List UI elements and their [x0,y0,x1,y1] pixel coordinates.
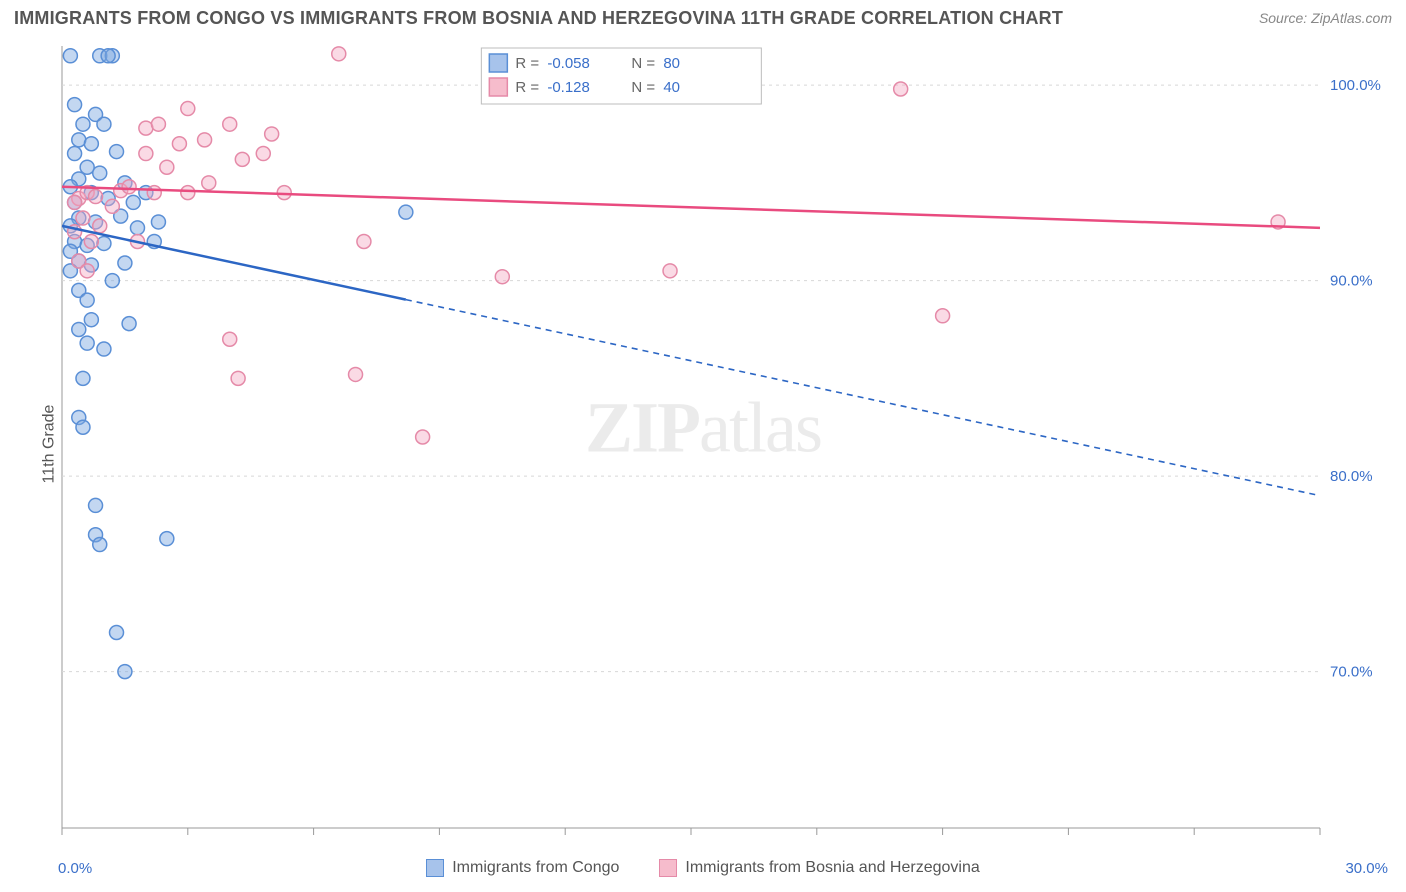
chart-header: IMMIGRANTS FROM CONGO VS IMMIGRANTS FROM… [14,8,1392,36]
data-point [130,221,144,235]
data-point [80,293,94,307]
data-point [72,322,86,336]
data-point [93,219,107,233]
data-point [76,211,90,225]
data-point [256,147,270,161]
data-point [332,47,346,61]
bottom-legend: Immigrants from Congo Immigrants from Bos… [426,859,980,877]
data-point [172,137,186,151]
data-point [97,342,111,356]
data-point [84,235,98,249]
data-point [84,137,98,151]
legend-label: Immigrants from Bosnia and Herzegovina [685,859,979,877]
svg-text:R =: R = [515,55,539,72]
trend-line-solid [62,226,406,300]
scatter-plot: 70.0% 80.0% 90.0% 100.0% R = -0.058 N = 80 R =… [54,40,1392,848]
data-point [122,317,136,331]
data-point [160,160,174,174]
data-point [105,274,119,288]
data-point [399,205,413,219]
data-point [63,49,77,63]
data-point [118,256,132,270]
data-point [181,186,195,200]
source-label: Source: ZipAtlas.com [1259,10,1392,26]
data-point [110,145,124,159]
data-point [151,215,165,229]
y-tick-label: 90.0% [1330,273,1373,290]
data-point [76,420,90,434]
svg-text:-0.128: -0.128 [547,79,590,96]
svg-text:R =: R = [515,79,539,96]
data-point [118,665,132,679]
legend-swatch [489,78,507,96]
data-point [936,309,950,323]
data-point [231,371,245,385]
data-point [495,270,509,284]
data-point [223,332,237,346]
x-axis-min: 0.0% [58,860,92,877]
data-point [110,626,124,640]
data-point [223,117,237,131]
legend-label: Immigrants from Congo [452,859,619,877]
svg-text:N =: N = [631,79,655,96]
data-point [97,117,111,131]
trend-line-solid [62,187,1320,228]
trend-line-dashed [406,300,1320,496]
legend-swatch [426,859,444,877]
data-point [97,236,111,250]
y-tick-label: 70.0% [1330,664,1373,681]
data-point [89,498,103,512]
y-tick-label: 80.0% [1330,468,1373,485]
data-point [160,532,174,546]
data-point [68,147,82,161]
data-point [198,133,212,147]
legend-item: Immigrants from Congo [426,859,619,877]
chart-title: IMMIGRANTS FROM CONGO VS IMMIGRANTS FROM… [14,8,1063,28]
data-point [357,235,371,249]
legend-swatch [489,54,507,72]
svg-text:-0.058: -0.058 [547,55,590,72]
data-point [93,166,107,180]
y-tick-label: 100.0% [1330,77,1381,94]
data-point [663,264,677,278]
data-point [68,195,82,209]
data-point [80,264,94,278]
svg-text:N =: N = [631,55,655,72]
data-point [68,98,82,112]
data-point [202,176,216,190]
data-point [139,147,153,161]
data-point [105,199,119,213]
data-point [84,313,98,327]
data-point [349,367,363,381]
chart-footer: 0.0% Immigrants from CongoImmigrants fro… [0,852,1406,884]
data-point [126,195,140,209]
data-point [122,180,136,194]
data-point [265,127,279,141]
data-point [894,82,908,96]
data-point [151,117,165,131]
data-point [76,117,90,131]
data-point [235,152,249,166]
chart-area: 11th Grade 70.0%80.0%90.0%100.0%R = -0.0… [14,40,1392,848]
data-point [416,430,430,444]
data-point [93,538,107,552]
data-point [89,190,103,204]
svg-text:80: 80 [663,55,680,72]
data-point [147,186,161,200]
legend-item: Immigrants from Bosnia and Herzegovina [659,859,979,877]
data-point [181,102,195,116]
svg-text:40: 40 [663,79,680,96]
data-point [80,336,94,350]
data-point [76,371,90,385]
data-point [101,49,115,63]
legend-swatch [659,859,677,877]
x-axis-max: 30.0% [1345,860,1388,877]
